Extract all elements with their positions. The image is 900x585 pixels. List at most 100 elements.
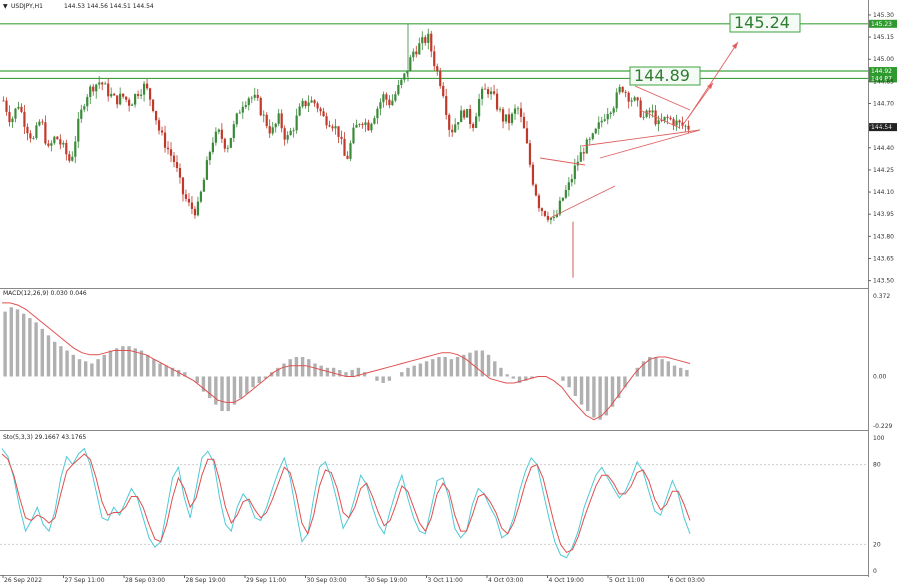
- candle-up: [202, 179, 206, 192]
- candle-down: [65, 142, 68, 155]
- candle-down: [531, 164, 535, 185]
- time-tick-label: 6 Oct 03:00: [670, 577, 705, 584]
- candle-down: [26, 126, 29, 134]
- candle-down: [669, 117, 672, 120]
- candle-down: [648, 110, 651, 113]
- candle-down: [469, 108, 472, 125]
- candle-down: [145, 83, 149, 89]
- candle-up: [466, 108, 469, 118]
- candle-up: [603, 119, 606, 121]
- candle-down: [68, 154, 71, 161]
- price-tick-label: 145.00: [873, 56, 894, 63]
- stochastic-tick-label: 80: [873, 462, 881, 469]
- candle-up: [253, 94, 256, 98]
- candle-up: [561, 197, 564, 201]
- price-tick-label: 144.25: [873, 167, 894, 174]
- candle-down: [319, 108, 322, 112]
- candle-down: [265, 114, 268, 127]
- candle-up: [427, 33, 430, 43]
- price-tick-label: 145.30: [873, 12, 894, 19]
- candle-down: [525, 128, 529, 144]
- candle-up: [211, 142, 214, 153]
- candle-up: [460, 110, 463, 123]
- candle-down: [175, 162, 179, 169]
- candle-down: [316, 103, 319, 109]
- candle-up: [382, 94, 385, 103]
- candle-up: [394, 94, 397, 101]
- candle-up: [478, 98, 481, 117]
- candle-down: [534, 184, 538, 196]
- candle-down: [483, 88, 487, 90]
- candle-up: [397, 84, 400, 95]
- annotation-labels: 145.24 144.89: [629, 13, 801, 86]
- candle-up: [594, 128, 597, 134]
- candle-down: [415, 51, 418, 55]
- chart-symbol-triangle[interactable]: ▼: [3, 3, 8, 10]
- candle-down: [166, 147, 170, 150]
- candle-down: [184, 194, 188, 199]
- candle-up: [364, 122, 367, 126]
- candle-down: [343, 138, 346, 156]
- candle-down: [190, 202, 194, 209]
- candle-down: [172, 155, 176, 163]
- candle-down: [472, 124, 475, 128]
- candle-up: [600, 120, 603, 123]
- candle-down: [492, 91, 496, 94]
- candle-down: [8, 111, 11, 123]
- candle-up: [370, 123, 373, 131]
- candle-down: [59, 139, 62, 145]
- candle-up: [298, 106, 301, 116]
- candle-up: [498, 109, 502, 111]
- candle-down: [385, 94, 388, 100]
- trend-line: [634, 85, 691, 111]
- trend-line: [639, 109, 681, 129]
- candle-down: [151, 99, 155, 112]
- candle-down: [433, 51, 436, 67]
- candle-up: [633, 97, 636, 101]
- candle-down: [436, 66, 439, 72]
- candle-down: [448, 114, 451, 130]
- candle-down: [463, 110, 466, 118]
- candle-up: [513, 108, 517, 114]
- candle-down: [445, 96, 448, 115]
- price-tick-label: 145.15: [873, 34, 894, 41]
- candle-down: [148, 88, 152, 100]
- candle-up: [457, 122, 460, 125]
- macd-panel: 0.372 0.00 -0.229: [2, 293, 893, 430]
- candle-down: [125, 96, 128, 100]
- candle-up: [555, 214, 558, 217]
- candle-up: [373, 118, 376, 124]
- candle-up: [570, 179, 573, 183]
- candle-up: [226, 147, 229, 149]
- candle-down: [519, 108, 523, 117]
- macd-title: MACD(12,26,9) 0.030 0.046: [3, 290, 87, 297]
- candle-up: [86, 96, 89, 107]
- stochastic-tick-label: 0: [873, 568, 877, 575]
- candle-up: [510, 113, 514, 124]
- candle-down: [582, 152, 585, 154]
- candle-up: [208, 152, 211, 161]
- candle-down: [636, 97, 639, 101]
- price-tick-label: 144.70: [873, 101, 894, 108]
- current-price-text: 144.54: [871, 124, 892, 131]
- candle-up: [104, 83, 107, 85]
- candle-down: [627, 92, 630, 102]
- price-level-tag: [869, 19, 897, 28]
- candle-down: [160, 130, 164, 133]
- candle-up: [214, 131, 217, 143]
- candle-up: [119, 93, 122, 105]
- candle-up: [295, 115, 298, 131]
- candle-up: [588, 138, 591, 140]
- price-tick-label: 144.10: [873, 189, 894, 196]
- candle-up: [89, 86, 92, 97]
- candle-up: [131, 104, 134, 106]
- candle-up: [238, 112, 241, 114]
- trend-line: [539, 157, 586, 166]
- candle-down: [313, 100, 316, 104]
- level-annotation-text: 144.89: [634, 66, 690, 85]
- candle-up: [406, 71, 409, 74]
- candle-down: [660, 120, 663, 122]
- candle-down: [2, 100, 5, 102]
- price-level-tag: [869, 74, 897, 83]
